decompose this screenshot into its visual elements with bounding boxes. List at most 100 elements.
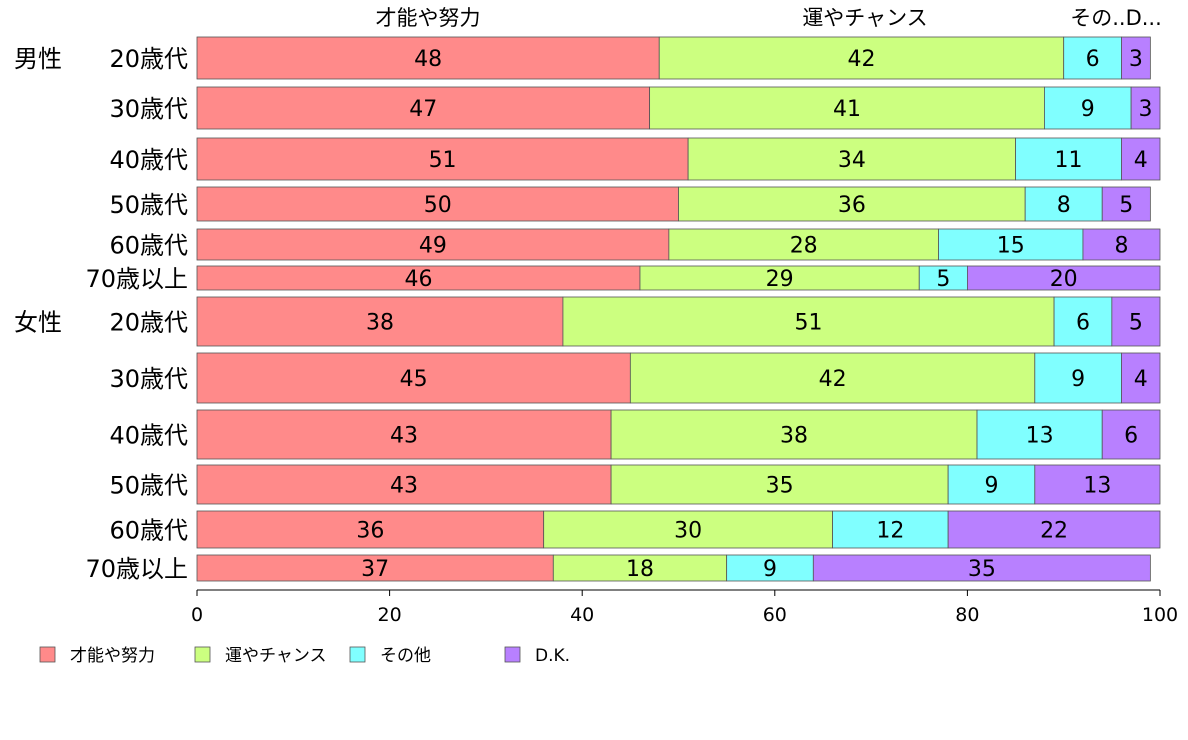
bar-value-label: 46	[404, 267, 432, 292]
bar-segment-2	[610, 464, 949, 505]
legend-swatch	[504, 646, 521, 663]
bar-segment-2	[552, 554, 728, 582]
x-tick-label: 20	[378, 604, 402, 626]
bar-value-label: 8	[1057, 193, 1071, 218]
x-tick-label: 80	[955, 604, 979, 626]
bar-value-label: 9	[1081, 97, 1095, 122]
column-header-label: その..D...	[1070, 6, 1162, 30]
bar-value-label: 6	[1076, 311, 1090, 336]
bar-value-label: 37	[361, 557, 389, 582]
bar-value-label: 36	[838, 193, 866, 218]
bar-segment-1	[196, 36, 660, 80]
bar-value-label: 18	[626, 557, 654, 582]
category-label: 40歳代	[109, 146, 188, 174]
legend-label: D.K.	[535, 646, 570, 666]
bar-value-label: 13	[1026, 424, 1054, 449]
category-label: 60歳代	[109, 232, 188, 260]
bar-value-label: 42	[847, 47, 875, 72]
x-tick-label: 0	[191, 604, 203, 626]
bar-segment-4	[1034, 464, 1161, 505]
bar-value-label: 29	[766, 267, 794, 292]
bar-value-label: 35	[766, 474, 794, 499]
bar-value-label: 5	[1119, 193, 1133, 218]
bar-segment-3	[938, 228, 1084, 261]
category-label: 30歳代	[109, 95, 188, 123]
bar-value-label: 35	[968, 557, 996, 582]
bar-segment-4	[1130, 86, 1161, 130]
bar-segment-4	[812, 554, 1151, 582]
bar-value-label: 51	[795, 311, 823, 336]
legend-label: 運やチャンス	[225, 646, 327, 666]
legend-label: その他	[380, 646, 431, 666]
bar-segment-3	[918, 265, 968, 291]
bar-value-label: 4	[1134, 148, 1148, 173]
bar-value-label: 30	[674, 519, 702, 544]
bar-segment-4	[1101, 186, 1151, 222]
category-label: 40歳代	[109, 422, 188, 450]
bar-value-label: 5	[1129, 311, 1143, 336]
group-label: 女性	[14, 309, 62, 337]
bar-segment-3	[1053, 296, 1113, 347]
bar-value-label: 4	[1134, 367, 1148, 392]
bar-value-label: 15	[997, 234, 1025, 259]
bar-value-label: 47	[409, 97, 437, 122]
bar-value-label: 9	[1071, 367, 1085, 392]
bar-value-label: 41	[833, 97, 861, 122]
bar-value-label: 38	[780, 424, 808, 449]
bar-segment-4	[1121, 137, 1161, 181]
bar-segment-4	[967, 265, 1161, 291]
bar-segment-2	[687, 137, 1016, 181]
bar-value-label: 45	[400, 367, 428, 392]
bar-segment-3	[947, 464, 1036, 505]
bar-value-label: 9	[763, 557, 777, 582]
bar-segment-2	[668, 228, 939, 261]
bar-value-label: 11	[1055, 148, 1083, 173]
bar-segment-1	[196, 86, 651, 130]
bar-value-label: 38	[366, 311, 394, 336]
category-label: 20歳代	[109, 45, 188, 73]
bar-value-label: 3	[1129, 47, 1143, 72]
bar-segment-1	[196, 265, 641, 291]
bar-value-label: 3	[1139, 97, 1153, 122]
bar-value-label: 20	[1050, 267, 1078, 292]
bar-value-label: 6	[1086, 47, 1100, 72]
bar-segment-2	[678, 186, 1026, 222]
bar-segment-1	[196, 137, 689, 181]
bar-segment-1	[196, 352, 631, 404]
bar-value-label: 51	[429, 148, 457, 173]
legend-swatch	[194, 646, 211, 663]
column-header-label: 才能や努力	[376, 6, 481, 30]
bar-segment-4	[1121, 352, 1161, 404]
bar-segment-2	[649, 86, 1045, 130]
bar-value-label: 28	[790, 234, 818, 259]
category-label: 60歳代	[109, 517, 188, 545]
bar-value-label: 34	[838, 148, 866, 173]
bar-segment-1	[196, 554, 554, 582]
bar-value-label: 36	[356, 519, 384, 544]
x-tick-label: 60	[763, 604, 787, 626]
bar-value-label: 13	[1083, 474, 1111, 499]
category-label: 70歳以上	[85, 265, 188, 293]
legend-label: 才能や努力	[70, 646, 155, 666]
category-label: 70歳以上	[85, 555, 188, 583]
bar-value-label: 42	[819, 367, 847, 392]
bar-value-label: 43	[390, 424, 418, 449]
bar-segment-4	[1111, 296, 1161, 347]
bar-value-label: 9	[984, 474, 998, 499]
bar-segment-4	[1121, 36, 1151, 80]
bar-segment-3	[1063, 36, 1122, 80]
bar-segment-2	[610, 409, 978, 460]
bar-value-label: 48	[414, 47, 442, 72]
x-tick-label: 40	[570, 604, 594, 626]
x-tick-label: 100	[1142, 604, 1178, 626]
bar-segment-1	[196, 464, 612, 505]
bar-segment-2	[543, 510, 833, 549]
bar-value-label: 49	[419, 234, 447, 259]
bar-segment-2	[658, 36, 1065, 80]
legend-swatch	[39, 646, 56, 663]
category-label: 30歳代	[109, 365, 188, 393]
group-label: 男性	[14, 45, 62, 73]
bar-segment-4	[1082, 228, 1161, 261]
